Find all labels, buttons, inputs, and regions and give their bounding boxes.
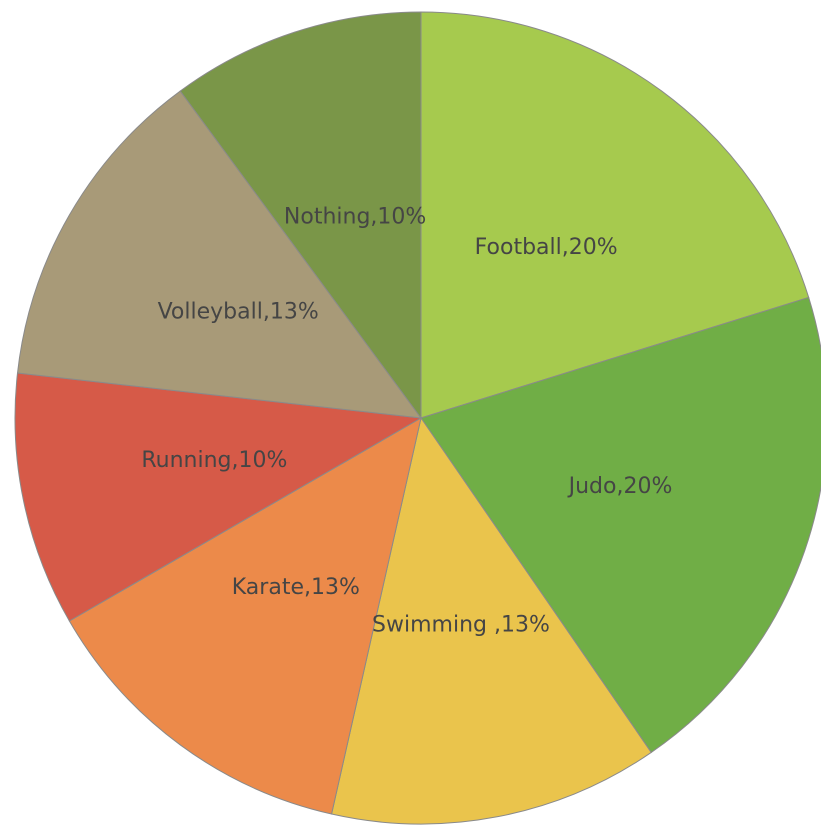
pie-slice [330, 416, 652, 825]
slice-label: Swimming ,13% [372, 612, 550, 637]
pie-slice [179, 11, 422, 420]
pie-slice [16, 90, 423, 419]
pie-slice [420, 11, 810, 419]
pie-slice [68, 416, 422, 815]
pie-slice [14, 372, 423, 622]
slice-label: Karate,13% [232, 575, 360, 600]
slice-label: Running,10% [141, 448, 287, 473]
slice-label: Judo,20% [567, 474, 673, 499]
pie-slice [420, 296, 821, 754]
slice-label: Football,20% [475, 235, 618, 260]
slice-label: Nothing,10% [284, 204, 426, 229]
slice-label: Volleyball,13% [158, 299, 319, 324]
